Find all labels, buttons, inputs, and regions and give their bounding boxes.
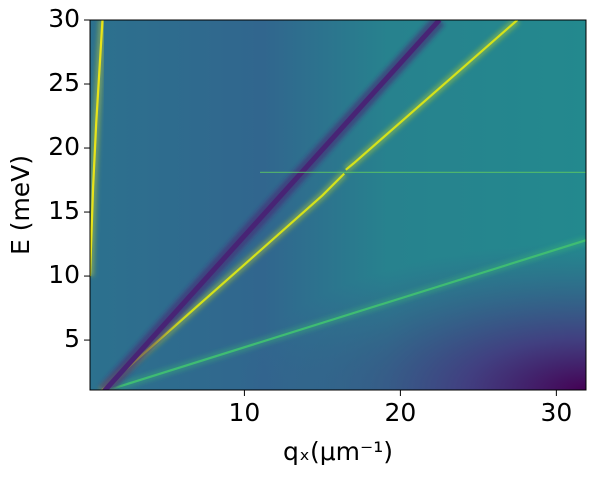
- y-tick-label: 30: [48, 4, 80, 33]
- heatmap-image: [90, 20, 586, 390]
- y-tick-label: 25: [48, 68, 80, 97]
- curve: [102, 20, 442, 390]
- y-axis-label: E (meV): [6, 155, 35, 255]
- curve: [90, 20, 104, 277]
- plot-frame: [89, 19, 587, 391]
- curve: [345, 20, 519, 171]
- x-tick-label: 10: [229, 398, 261, 427]
- curve: [100, 172, 346, 390]
- x-tick-label: 20: [384, 398, 416, 427]
- y-tick-label: 15: [48, 196, 80, 225]
- y-tick-label: 20: [48, 132, 80, 161]
- x-axis-label: qₓ(μm⁻¹): [283, 437, 393, 466]
- x-tick-label: 30: [540, 398, 572, 427]
- curve: [104, 239, 586, 390]
- y-tick-label: 5: [64, 324, 80, 353]
- y-tick-label: 10: [48, 260, 80, 289]
